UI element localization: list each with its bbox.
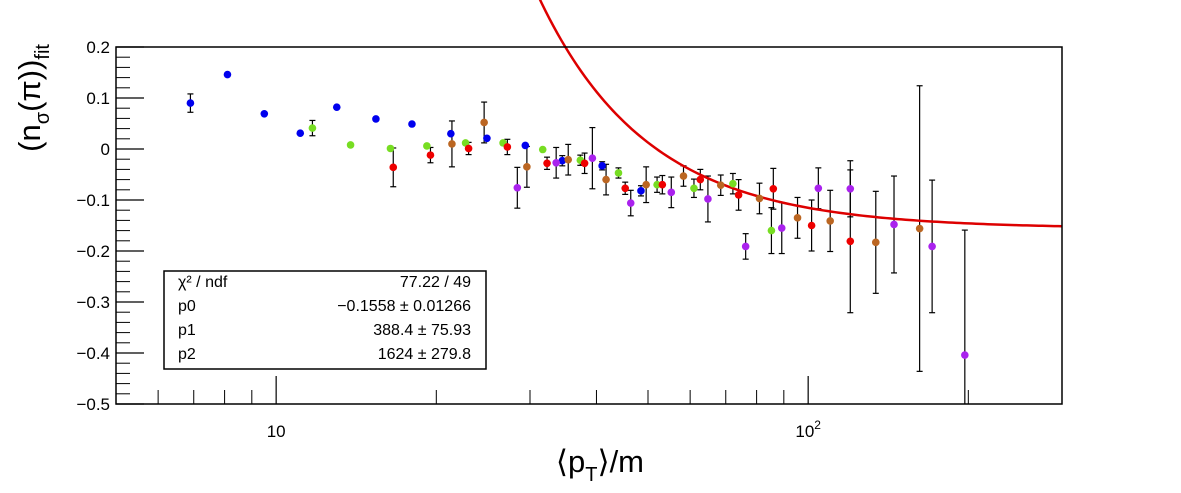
data-point	[846, 237, 855, 246]
data-point	[871, 238, 880, 247]
stat-value-p1: 388.4 ± 75.93	[373, 322, 471, 339]
y-tick-label: 0	[101, 140, 110, 159]
data-point	[260, 110, 269, 118]
data-point	[793, 214, 802, 222]
data-point	[928, 242, 936, 251]
fit-curve-group	[538, 0, 1063, 228]
data-point	[543, 159, 551, 168]
data-point	[386, 144, 395, 153]
data-point	[389, 163, 398, 172]
data-point	[558, 156, 567, 165]
x-tick-label: 10	[267, 422, 286, 441]
data-point	[961, 351, 969, 359]
y-tick-label: −0.5	[76, 395, 110, 414]
stat-value-p2: 1624 ± 279.8	[378, 346, 471, 363]
data-point	[588, 154, 597, 162]
data-point	[521, 141, 530, 150]
data-point	[598, 162, 606, 170]
stat-value-chi2: 77.22 / 49	[400, 274, 471, 291]
data-point	[372, 115, 380, 123]
y-tick-label: −0.2	[76, 242, 110, 261]
x-axis-title: ⟨pT⟩/m	[556, 444, 644, 486]
data-point	[296, 129, 305, 137]
data-point	[653, 180, 661, 189]
data-point	[741, 242, 750, 251]
data-point	[538, 145, 547, 154]
data-point	[602, 175, 610, 184]
y-tick-label: −0.1	[76, 191, 110, 210]
data-point	[704, 195, 712, 203]
y-tick-label: 0.2	[86, 38, 110, 57]
data-point	[755, 194, 764, 203]
data-point	[826, 217, 834, 225]
data-point	[777, 224, 786, 232]
data-point	[734, 191, 743, 199]
data-point	[626, 199, 635, 207]
data-point	[658, 180, 667, 189]
data-point	[447, 129, 455, 138]
x-tick-label: 102	[795, 418, 821, 441]
data-point	[807, 221, 816, 230]
stat-value-p0: −0.1558 ± 0.01266	[337, 298, 471, 315]
data-point	[716, 181, 725, 190]
stat-name-p1: p1	[178, 322, 196, 339]
y-axis-title: (nσ(π))fit	[12, 44, 54, 152]
plot-frame	[115, 46, 1063, 405]
data-point	[461, 139, 470, 147]
data-point	[690, 184, 698, 193]
y-tick-label: −0.3	[76, 293, 110, 312]
data-point	[464, 144, 473, 153]
data-points	[186, 70, 969, 359]
data-point	[332, 103, 341, 111]
data-point	[614, 169, 623, 177]
data-point	[523, 163, 531, 171]
data-point	[346, 141, 355, 149]
data-point	[637, 187, 645, 195]
fit-stats-border	[163, 270, 487, 370]
data-point	[729, 179, 737, 188]
data-point	[308, 124, 317, 132]
data-point	[448, 140, 456, 148]
data-point	[890, 220, 898, 229]
data-point	[426, 151, 435, 159]
data-point	[679, 172, 688, 180]
data-point	[814, 184, 823, 193]
data-point	[769, 184, 778, 193]
data-point	[223, 70, 232, 79]
fit-curve	[538, 0, 1063, 228]
fit-stats-box: χ² / ndf 77.22 / 49 p0 −0.1558 ± 0.01266…	[163, 270, 487, 370]
data-point	[503, 143, 512, 151]
data-point	[564, 155, 573, 164]
data-point	[667, 188, 676, 197]
data-point	[423, 142, 431, 150]
data-point	[513, 183, 522, 192]
data-point	[408, 120, 416, 128]
data-point	[186, 99, 195, 107]
data-point	[480, 118, 488, 127]
stat-name-p2: p2	[178, 346, 196, 363]
data-point	[580, 159, 589, 168]
stat-name-chi2: χ² / ndf	[178, 274, 228, 291]
data-point	[915, 224, 924, 233]
y-tick-label: 0.1	[86, 89, 110, 108]
data-point	[552, 158, 560, 167]
data-point	[621, 184, 630, 193]
stat-name-p0: p0	[178, 298, 196, 315]
data-point	[846, 184, 855, 193]
data-point	[767, 226, 776, 235]
data-point	[696, 175, 705, 184]
data-point	[483, 134, 491, 143]
data-point	[642, 180, 650, 189]
axes: 0.2 0.1 0 −0.1 −0.2 −0.3 −0.4 −0.5 10 102	[76, 38, 1063, 441]
y-tick-label: −0.4	[76, 344, 110, 363]
